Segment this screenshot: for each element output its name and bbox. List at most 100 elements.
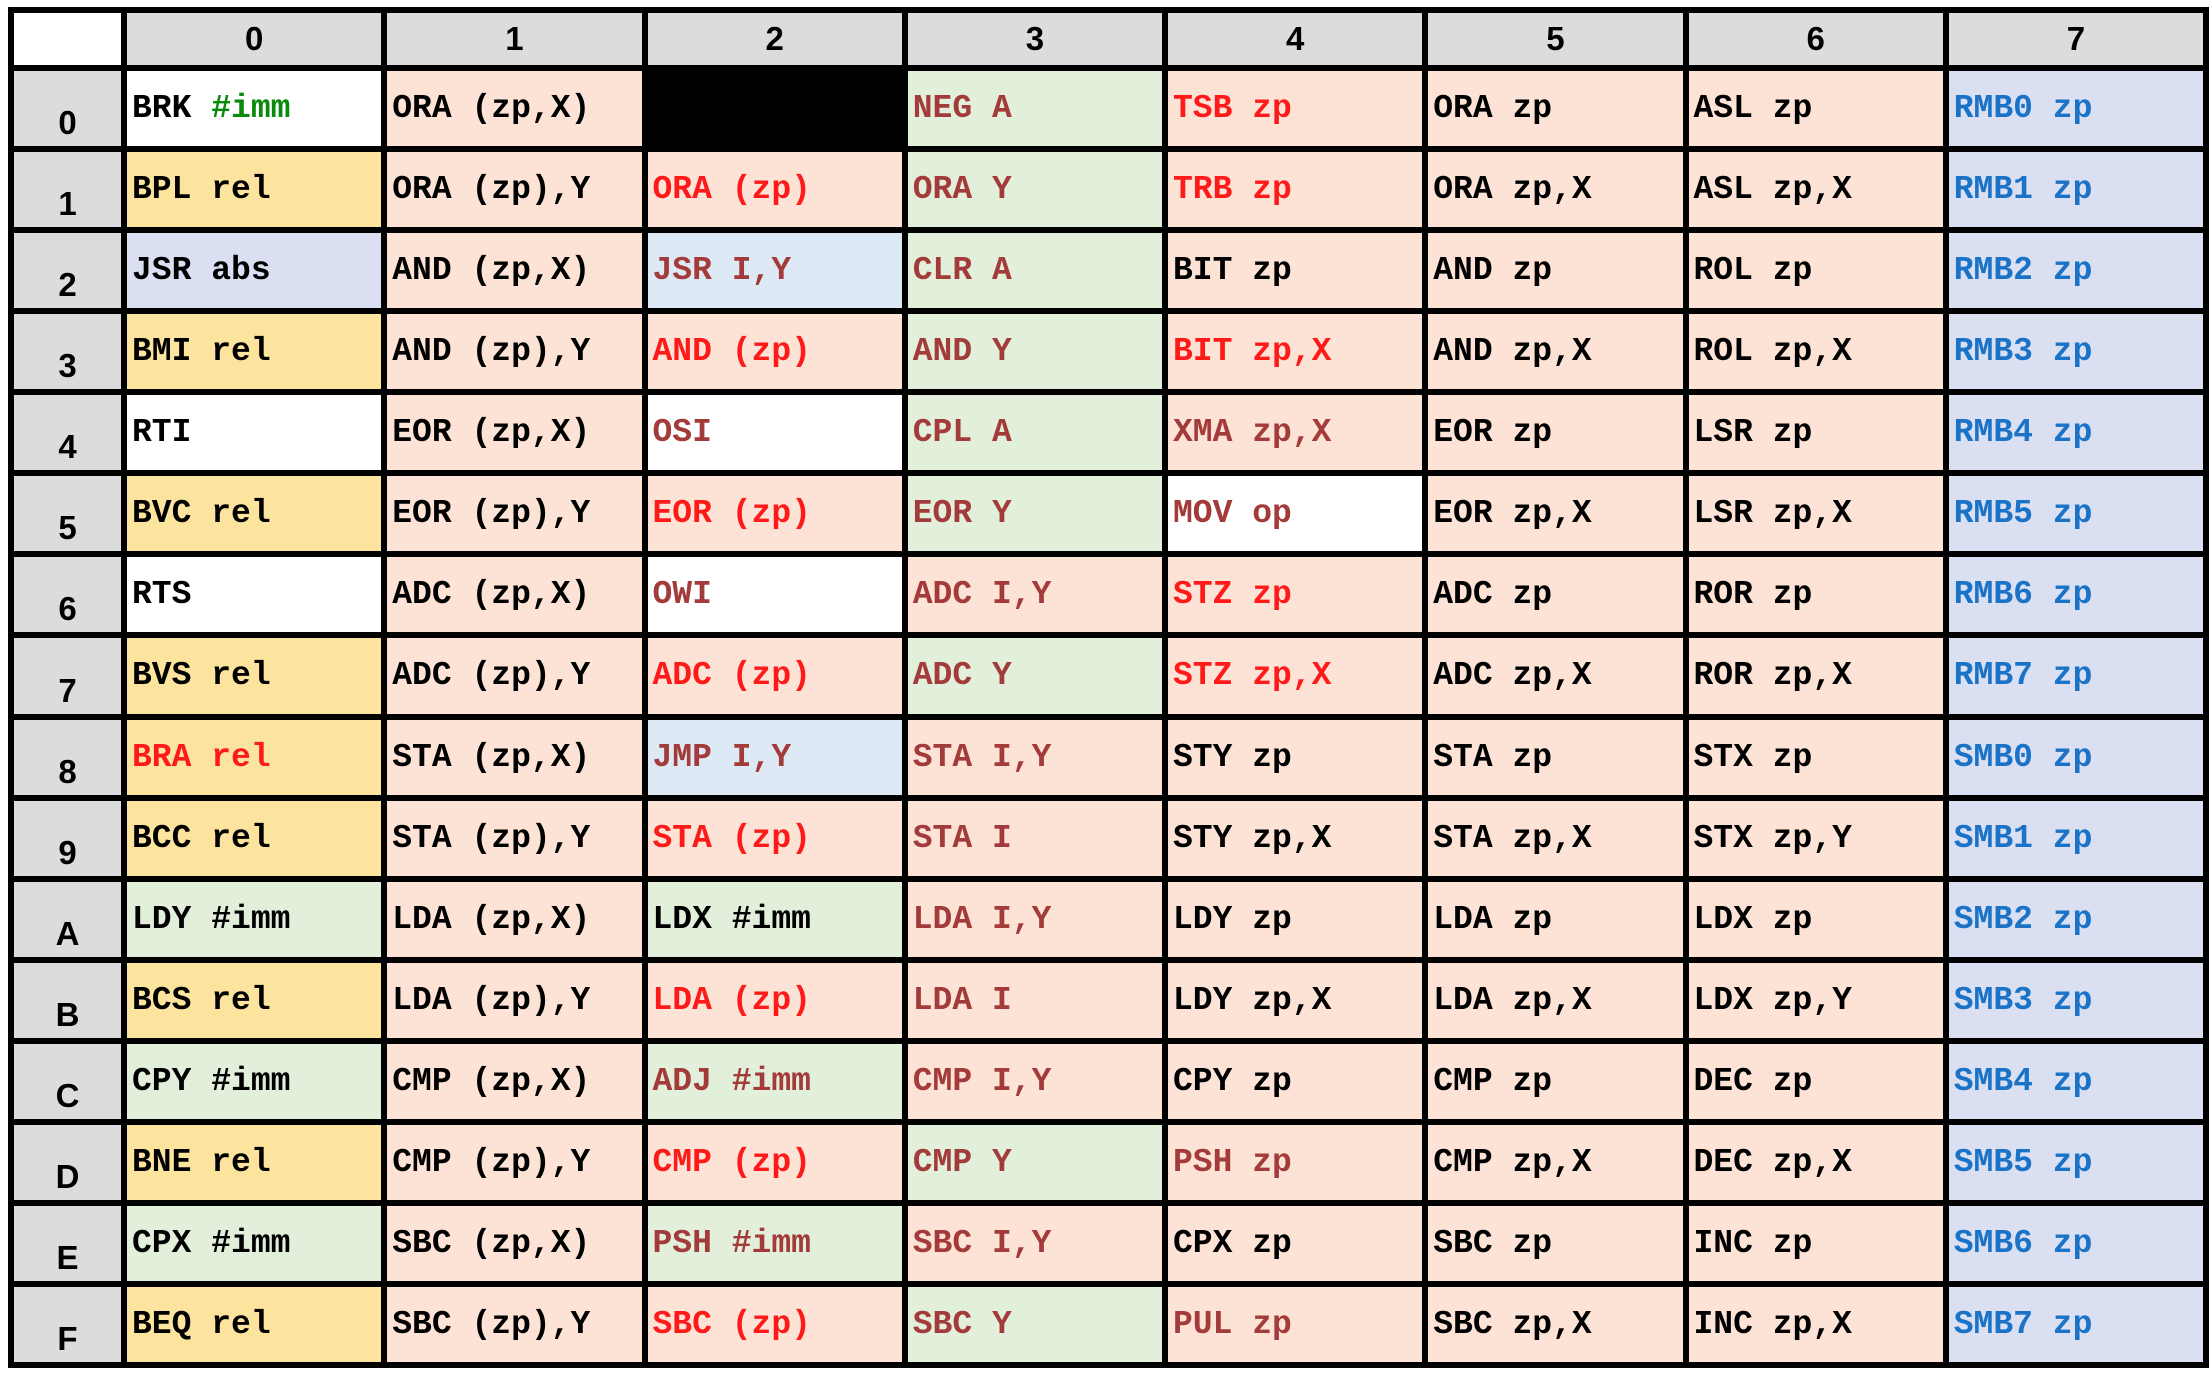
mnemonic: LSR [1693, 495, 1753, 533]
operand: I,Y [731, 252, 792, 290]
opcode-cell-37: RMB3 zp [1948, 314, 2203, 390]
mnemonic: LDA [392, 900, 452, 938]
column-header-6: 6 [1688, 13, 1943, 65]
spacer [1493, 576, 1513, 613]
operand: zp [1252, 1062, 1292, 1100]
opcode-cell-71: ADC (zp),Y [387, 638, 642, 714]
mnemonic: SMB5 [1953, 1143, 2033, 1181]
mnemonic: SBC [1433, 1305, 1493, 1343]
opcode-cell-23: CLR A [907, 233, 1162, 309]
mnemonic: RMB6 [1953, 576, 2033, 614]
opcode-cell-A1: LDA (zp,X) [387, 881, 642, 957]
spacer [972, 414, 992, 451]
mnemonic: RMB1 [1953, 171, 2033, 209]
spacer [2033, 820, 2053, 857]
opcode-cell-E6: INC zp [1688, 1205, 1943, 1281]
spacer [1232, 495, 1252, 532]
opcode-cell-26: ROL zp [1688, 233, 1943, 309]
mnemonic: CMP [652, 1143, 712, 1181]
operand: zp,X [1512, 981, 1592, 1019]
spacer [972, 901, 992, 938]
opcode-cell-65: ADC zp [1428, 557, 1683, 633]
operand: zp,X [1512, 171, 1592, 209]
operand: zp [1772, 252, 1813, 290]
spacer [452, 1063, 472, 1100]
opcode-cell-C7: SMB4 zp [1948, 1043, 2203, 1119]
opcode-cell-62: OWI [647, 557, 902, 633]
opcode-cell-A0: LDY #imm [127, 881, 382, 957]
operand: #imm [211, 1062, 291, 1100]
spacer [1232, 576, 1252, 613]
spacer [452, 657, 472, 694]
operand: zp [1772, 1062, 1813, 1100]
opcode-cell-50: BVC rel [127, 476, 382, 552]
operand: (zp),Y [471, 1143, 591, 1181]
row-header-F: F [14, 1286, 121, 1362]
mnemonic: BIT [1173, 252, 1233, 290]
opcode-cell-B2: LDA (zp) [647, 962, 902, 1038]
operand: zp [1772, 1224, 1813, 1262]
opcode-cell-F0: BEQ rel [127, 1286, 382, 1362]
operand: I [991, 981, 1012, 1019]
mnemonic: BCC [132, 819, 192, 857]
mnemonic: ORA [912, 171, 973, 209]
opcode-cell-E2: PSH #imm [647, 1205, 902, 1281]
operand: zp,X [1772, 495, 1852, 533]
operand: I,Y [991, 738, 1052, 776]
mnemonic: DEC [1693, 1143, 1753, 1181]
spacer [1493, 252, 1513, 289]
operand: rel [211, 738, 271, 776]
row-header-5: 5 [14, 476, 121, 552]
spacer [1753, 739, 1773, 776]
spacer [972, 1063, 992, 1100]
opcode-cell-74: STZ zp,X [1168, 638, 1423, 714]
spacer [1232, 739, 1252, 776]
spacer [1753, 1144, 1773, 1181]
operand: #imm [211, 1224, 291, 1262]
operand: (zp,X) [471, 1062, 591, 1100]
operand: zp [1252, 738, 1292, 776]
mnemonic: BRK [132, 90, 192, 128]
opcode-cell-34: BIT zp,X [1168, 314, 1423, 390]
mnemonic: ADJ [652, 1062, 712, 1100]
spacer [452, 901, 472, 938]
spacer [2033, 90, 2053, 127]
mnemonic: SMB7 [1953, 1305, 2033, 1343]
spacer [1232, 901, 1252, 938]
opcode-cell-97: SMB1 zp [1948, 800, 2203, 876]
spacer [1753, 333, 1773, 370]
opcode-cell-D2: CMP (zp) [647, 1124, 902, 1200]
mnemonic: ASL [1693, 171, 1753, 209]
operand: A [991, 252, 1012, 290]
operand: zp [1252, 252, 1292, 290]
opcode-cell-43: CPL A [907, 395, 1162, 471]
operand: zp [1252, 90, 1292, 128]
opcode-cell-C2: ADJ #imm [647, 1043, 902, 1119]
opcode-cell-E1: SBC (zp,X) [387, 1205, 642, 1281]
operand: zp [1512, 414, 1553, 452]
mnemonic: EOR [392, 495, 452, 533]
spacer [191, 90, 211, 127]
opcode-cell-96: STX zp,Y [1688, 800, 1943, 876]
opcode-cell-25: AND zp [1428, 233, 1683, 309]
operand: zp [1772, 738, 1813, 776]
spacer [1493, 495, 1513, 532]
operand: zp [1512, 90, 1553, 128]
mnemonic: ORA [652, 171, 712, 209]
spacer [1753, 1063, 1773, 1100]
spacer [712, 1063, 732, 1100]
mnemonic: RMB7 [1953, 657, 2033, 695]
spacer [1493, 739, 1513, 776]
opcode-cell-57: RMB5 zp [1948, 476, 2203, 552]
operand: (zp) [731, 1143, 811, 1181]
operand: I [991, 819, 1012, 857]
operand: rel [211, 981, 271, 1019]
operand: zp [1252, 171, 1292, 209]
mnemonic: STX [1693, 738, 1753, 776]
operand: zp [1772, 900, 1813, 938]
spacer [1493, 820, 1513, 857]
operand: (zp,X) [471, 576, 591, 614]
mnemonic: RMB3 [1953, 333, 2033, 371]
operand: zp [2052, 576, 2093, 614]
operand: zp [1512, 576, 1553, 614]
